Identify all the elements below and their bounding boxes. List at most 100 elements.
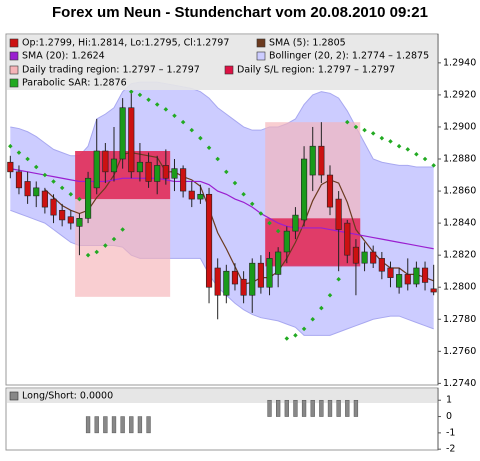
sar-dot bbox=[103, 243, 108, 248]
y-tick-label: 1 bbox=[446, 395, 452, 406]
bar bbox=[111, 416, 117, 434]
sar-dot bbox=[319, 305, 324, 311]
sma-line bbox=[10, 168, 434, 250]
candle-body bbox=[136, 161, 143, 173]
candle-body bbox=[214, 267, 221, 296]
chart-title: Forex um Neun - Stundenchart vom 20.08.2… bbox=[52, 4, 428, 21]
sar-dot bbox=[51, 179, 56, 184]
legend-label: SMA (5): 1.2805 bbox=[269, 38, 346, 49]
y-tick-label: 1.2840 bbox=[443, 218, 476, 229]
bar bbox=[276, 399, 281, 417]
y-tick-label: -1 bbox=[446, 427, 455, 438]
candle-body bbox=[154, 165, 161, 182]
candle-body bbox=[67, 216, 74, 224]
y-tick-label: 1.2740 bbox=[443, 378, 476, 389]
bar bbox=[94, 416, 99, 434]
sar-dot bbox=[111, 236, 117, 242]
y-tick-label: 0 bbox=[446, 411, 452, 422]
y-tick-label: 1.2880 bbox=[443, 154, 476, 165]
sar-dot bbox=[94, 249, 99, 255]
candle-body bbox=[378, 258, 385, 272]
sar-dot bbox=[163, 107, 169, 112]
candle-body bbox=[370, 251, 377, 264]
sar-dot bbox=[154, 102, 160, 107]
candle-body bbox=[119, 107, 126, 160]
candle-body bbox=[266, 258, 273, 288]
candle-body bbox=[223, 270, 230, 296]
candle-body bbox=[257, 262, 264, 288]
sar-dot bbox=[77, 196, 82, 202]
legend-label: SMA (20): 1.2624 bbox=[22, 51, 105, 62]
sar-dot bbox=[59, 185, 65, 191]
sar-dot bbox=[120, 227, 125, 232]
bar bbox=[310, 399, 315, 417]
candle-body bbox=[301, 158, 308, 221]
candle-body bbox=[171, 168, 178, 179]
candle-body bbox=[240, 278, 247, 296]
candle-body bbox=[413, 267, 420, 285]
candle-body bbox=[41, 190, 48, 208]
y-tick-label: 1.2860 bbox=[443, 186, 476, 197]
legend-swatch bbox=[9, 65, 19, 75]
candle-body bbox=[396, 274, 403, 288]
candle-body bbox=[205, 193, 213, 288]
legend-swatch bbox=[9, 38, 19, 48]
candle-body bbox=[309, 145, 316, 176]
legend-swatch bbox=[224, 65, 234, 75]
sar-dot bbox=[42, 172, 48, 178]
sma-line bbox=[44, 151, 434, 285]
bar bbox=[120, 416, 125, 434]
legend-swatch bbox=[9, 78, 19, 88]
candle-body bbox=[145, 161, 152, 182]
candle-body bbox=[352, 246, 359, 264]
legend-label: Daily trading region: 1.2797 – 1.2797 bbox=[22, 65, 200, 76]
sar-dot bbox=[85, 252, 91, 258]
legend-swatch bbox=[256, 38, 266, 48]
candle-body bbox=[128, 107, 135, 173]
legend-label: Daily S/L region: 1.2797 – 1.2797 bbox=[237, 65, 395, 76]
candle-body bbox=[102, 150, 109, 173]
sar-dot bbox=[336, 276, 341, 282]
y-tick-label: 1.2920 bbox=[443, 89, 476, 100]
candle-body bbox=[50, 198, 57, 216]
candle-body bbox=[292, 214, 299, 232]
y-tick-label: 1.2820 bbox=[443, 250, 476, 261]
candle-body bbox=[430, 288, 437, 293]
candle-body bbox=[7, 161, 14, 173]
y-tick-label: 1.2800 bbox=[443, 282, 476, 293]
bar bbox=[103, 416, 108, 434]
indicator-panel: Long/Short: 0.0000 1 0 -1 -2 bbox=[5, 387, 455, 455]
sar-dot bbox=[310, 317, 315, 322]
y-tick-label: 1.2780 bbox=[443, 314, 476, 325]
candle-body bbox=[404, 274, 411, 285]
candle-body bbox=[110, 158, 118, 173]
candle-body bbox=[361, 251, 368, 264]
candle-body bbox=[59, 210, 66, 221]
bar bbox=[284, 399, 289, 417]
y-tick-label: 1.2940 bbox=[443, 57, 476, 68]
candle-body bbox=[15, 171, 23, 189]
bar bbox=[146, 416, 151, 434]
legend-label: Long/Short: 0.0000 bbox=[22, 391, 113, 402]
candle-body bbox=[318, 145, 325, 176]
sar-dot bbox=[327, 292, 333, 298]
sar-dot bbox=[370, 131, 376, 136]
legend-swatch bbox=[9, 51, 19, 61]
bar bbox=[353, 399, 359, 417]
y-tick-label: -2 bbox=[446, 444, 455, 455]
candle-body bbox=[387, 267, 394, 278]
candle-body bbox=[33, 187, 40, 197]
bar bbox=[85, 416, 91, 434]
sar-dot bbox=[431, 163, 436, 168]
legend-box bbox=[7, 35, 437, 90]
legend-label: Bollinger (20, 2): 1.2774 – 1.2875 bbox=[269, 51, 429, 62]
bar bbox=[336, 399, 341, 417]
candle-body bbox=[421, 267, 429, 283]
y-tick-label: 1.2900 bbox=[443, 121, 476, 132]
price-panel: 1.2740 1.2760 1.2780 1.2800 1.2820 1.2840 1.28… bbox=[5, 33, 476, 389]
legend-label: Op:1.2799, Hi:1.2814, Lo:1.2795, Cl:1.27… bbox=[22, 38, 229, 49]
sar-dot bbox=[267, 220, 272, 226]
bar bbox=[301, 399, 307, 417]
